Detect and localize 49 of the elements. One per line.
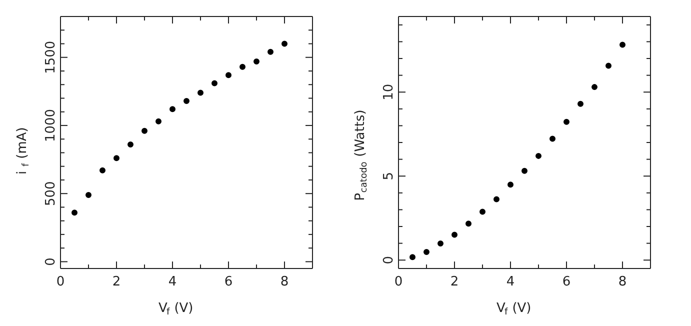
point (410, 254, 416, 260)
point (620, 42, 626, 48)
x-tick-label: 6 (562, 274, 571, 290)
point (254, 58, 260, 64)
y-tick-label: 5 (382, 172, 396, 180)
y-axis-title: if (mA) (15, 127, 32, 175)
point (240, 64, 246, 70)
y-tick-label: 1500 (44, 40, 58, 74)
point (72, 210, 78, 216)
x-tick-label: 2 (112, 274, 121, 290)
point (114, 155, 120, 162)
point (550, 136, 556, 142)
x-tick-label: 8 (280, 274, 289, 290)
point (508, 182, 514, 188)
point (128, 142, 134, 148)
point (282, 40, 288, 47)
point (522, 168, 528, 174)
y-tick-label: 1000 (44, 108, 58, 142)
point (268, 48, 274, 55)
point (184, 98, 190, 104)
y-tick-label: 0 (44, 258, 58, 266)
point (536, 152, 542, 159)
point (592, 84, 598, 90)
point (466, 220, 472, 227)
point (452, 232, 458, 238)
x-tick-label: 4 (506, 274, 515, 290)
point (578, 100, 584, 107)
point (438, 240, 444, 246)
y-tick-label: 0 (382, 256, 396, 264)
y-tick-label: 10 (382, 84, 396, 100)
y-tick-label: 500 (44, 181, 58, 206)
point (606, 62, 612, 69)
point (142, 128, 148, 134)
point (424, 249, 430, 256)
point (100, 167, 106, 174)
point (480, 208, 486, 215)
x-tick-label: 6 (224, 274, 233, 290)
point (170, 106, 176, 112)
point (86, 192, 92, 198)
x-tick-label: 4 (168, 274, 177, 290)
y-axis-title: Pcatodo (Watts) (353, 110, 370, 201)
point (494, 196, 500, 202)
point (156, 118, 162, 124)
point (198, 90, 204, 96)
point (564, 118, 570, 125)
point (212, 80, 218, 86)
point (226, 72, 232, 78)
x-tick-label: 8 (618, 274, 627, 290)
x-tick-label: 2 (450, 274, 459, 290)
